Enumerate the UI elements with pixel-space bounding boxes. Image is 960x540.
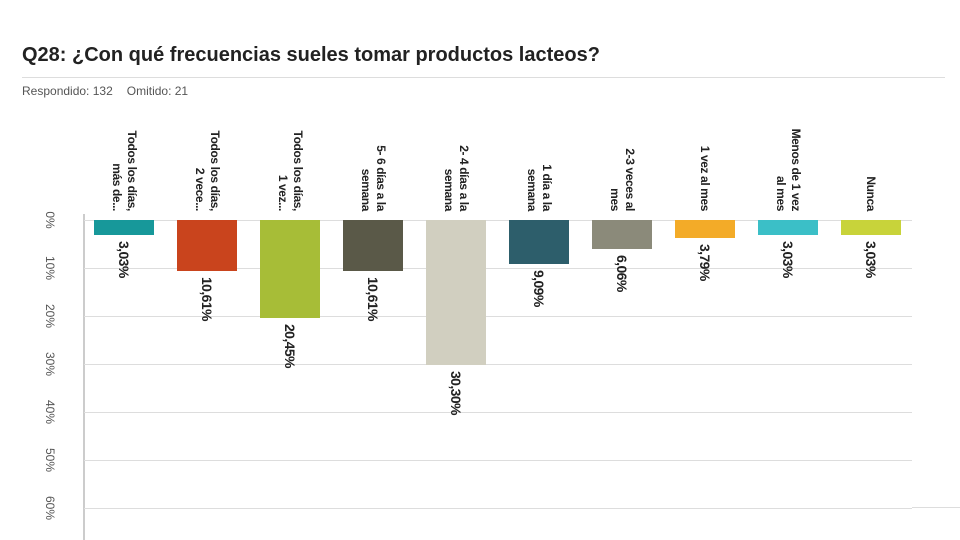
category-label: 2- 4 días a la semana bbox=[442, 145, 471, 211]
value-label: 3,03% bbox=[780, 240, 796, 278]
value-label: 3,03% bbox=[863, 240, 879, 278]
answered: Respondido: 132 bbox=[22, 84, 113, 98]
category-label: 1 día a la semana bbox=[525, 164, 554, 211]
bar bbox=[758, 220, 818, 235]
skipped: Omitido: 21 bbox=[126, 84, 189, 98]
value-label: 3,79% bbox=[697, 244, 713, 281]
bar bbox=[94, 220, 154, 235]
category-label: 1 vez al mes bbox=[698, 145, 713, 211]
grid-line bbox=[84, 460, 912, 461]
y-tick-label: 30% bbox=[43, 351, 57, 377]
value-label: 20,45% bbox=[282, 324, 298, 369]
grid-line bbox=[84, 268, 912, 269]
value-label: 6,06% bbox=[614, 255, 630, 292]
value-label: 10,61% bbox=[199, 276, 215, 321]
bar bbox=[177, 220, 237, 271]
title: Q28: ¿Con qué frecuencias sueles tomar p… bbox=[22, 44, 600, 66]
category-label: Todos los días, más de... bbox=[110, 130, 139, 211]
category-label: Todos los días, 2 vece... bbox=[193, 130, 222, 211]
category-label: Menos de 1 vez al mes bbox=[774, 128, 803, 211]
value-label: 3,03% bbox=[116, 240, 132, 278]
grid-line bbox=[84, 412, 912, 413]
bar bbox=[426, 220, 486, 366]
value-label: 30,30% bbox=[448, 371, 464, 416]
y-tick-label: 60% bbox=[43, 495, 57, 521]
y-tick-label: 50% bbox=[43, 447, 57, 473]
bar bbox=[675, 220, 735, 239]
value-label: 10,61% bbox=[365, 276, 381, 321]
y-tick-label: 10% bbox=[43, 255, 57, 281]
corner-line bbox=[912, 507, 960, 508]
bar bbox=[343, 220, 403, 271]
separator bbox=[22, 77, 945, 78]
y-tick-label: 0% bbox=[43, 211, 57, 229]
bar bbox=[841, 220, 901, 235]
grid-line bbox=[84, 364, 912, 365]
bar bbox=[509, 220, 569, 264]
category-label: 5- 6 días a la semana bbox=[359, 145, 388, 211]
category-label: 2-3 veces al mes bbox=[608, 148, 637, 211]
y-tick-label: 20% bbox=[43, 303, 57, 329]
bar bbox=[260, 220, 320, 319]
grid-line bbox=[84, 508, 912, 509]
grid-line bbox=[84, 220, 912, 221]
bar bbox=[592, 220, 652, 250]
value-label: 9,09% bbox=[531, 269, 547, 307]
y-tick-label: 40% bbox=[43, 399, 57, 425]
grid-line bbox=[84, 316, 912, 317]
subtitle: Respondido: 132 Omitido: 21 bbox=[22, 84, 202, 98]
category-label: Todos los días, 1 vez... bbox=[276, 130, 305, 211]
axis-line bbox=[83, 214, 85, 540]
category-label: Nunca bbox=[864, 176, 879, 211]
